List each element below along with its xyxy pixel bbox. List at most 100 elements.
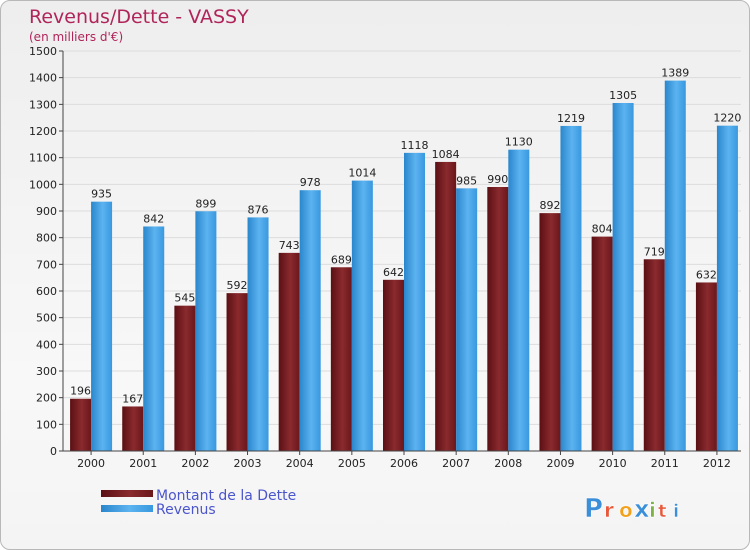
y-axis-ticks: 0 100 200 300 400 500 600 700 800 900 1000 1100 1200… — [29, 45, 63, 458]
logo-letter: o — [619, 498, 633, 522]
y-tick-label: 200 — [36, 392, 57, 405]
chart-title: Revenus/Dette - VASSY — [29, 6, 249, 28]
bar-debt-2006 — [383, 279, 404, 451]
bar-debt-2012 — [695, 282, 717, 451]
logo-letter: i — [649, 498, 656, 522]
y-tick-label: 0 — [50, 445, 57, 458]
x-tick-label: 2002 — [181, 457, 209, 470]
y-tick-label: 900 — [36, 205, 57, 218]
bar-revenus-2009 — [560, 125, 582, 451]
y-tick-label: 700 — [36, 258, 57, 271]
bar-revenus-2000 — [91, 201, 113, 451]
data-label: 978 — [300, 176, 321, 189]
data-label: 196 — [70, 385, 91, 398]
bar-debt-2010 — [591, 236, 613, 451]
data-label: 1118 — [401, 139, 429, 152]
y-tick-label: 1000 — [29, 178, 57, 191]
data-label: 1130 — [505, 136, 533, 149]
bar-revenus-2004 — [299, 190, 321, 451]
legend-swatch-revenus — [101, 505, 153, 512]
bar-debt-2001 — [122, 406, 144, 451]
bar-debt-2009 — [539, 213, 561, 451]
bar-revenus-2012 — [716, 125, 738, 452]
data-labels: 196 935 167 842 545 899 592 876 743 978 689 1014 642… — [70, 67, 741, 406]
x-tick-label: 2003 — [234, 457, 262, 470]
bar-debt-2004 — [278, 252, 300, 451]
y-tick-label: 500 — [36, 312, 57, 325]
y-tick-label: 1400 — [29, 72, 57, 85]
x-tick-label: 2010 — [599, 457, 627, 470]
data-label: 935 — [91, 188, 112, 201]
bar-revenus-2008 — [508, 149, 530, 451]
bar-revenus-2005 — [351, 180, 373, 451]
y-tick-label: 1100 — [29, 152, 57, 165]
legend: Montant de la Dette Revenus — [101, 488, 296, 518]
data-label: 1014 — [348, 167, 376, 180]
data-label: 842 — [143, 212, 164, 225]
legend-label-debt: Montant de la Dette — [156, 488, 296, 504]
y-tick-label: 600 — [36, 285, 57, 298]
data-label: 985 — [456, 174, 477, 187]
y-tick-label: 400 — [36, 338, 57, 351]
bar-debt-2005 — [330, 267, 352, 451]
x-tick-label: 2004 — [286, 457, 314, 470]
data-label: 689 — [331, 253, 352, 266]
logo-letter: i — [673, 501, 679, 522]
bar-debt-2002 — [174, 305, 196, 451]
bar-debt-2007 — [435, 161, 457, 451]
x-tick-label: 2006 — [390, 457, 418, 470]
y-tick-label: 1500 — [29, 45, 57, 58]
bar-revenus-2011 — [664, 80, 686, 451]
x-tick-label: 2011 — [651, 457, 679, 470]
bar-revenus-2003 — [247, 217, 269, 451]
data-label: 892 — [539, 199, 560, 212]
data-label: 1220 — [713, 112, 741, 125]
x-tick-label: 2012 — [703, 457, 731, 470]
data-label: 167 — [122, 392, 143, 405]
logo-letter: P — [584, 494, 603, 524]
data-label: 632 — [696, 268, 717, 281]
data-label: 990 — [487, 173, 508, 186]
x-axis-ticks: 2000 2001 2002 2003 2004 2005 2006 2007 2008 2009… — [77, 451, 731, 470]
x-tick-label: 2007 — [442, 457, 470, 470]
data-label: 876 — [248, 203, 269, 216]
bars — [70, 80, 738, 452]
data-label: 719 — [644, 245, 665, 258]
bar-revenus-2010 — [612, 103, 634, 451]
data-label: 743 — [279, 239, 300, 252]
bar-debt-2003 — [226, 293, 248, 451]
y-tick-label: 1300 — [29, 98, 57, 111]
bar-debt-2000 — [70, 398, 92, 451]
data-label: 899 — [195, 197, 216, 210]
data-label: 804 — [592, 223, 613, 236]
y-tick-label: 1200 — [29, 125, 57, 138]
bar-revenus-2007 — [456, 188, 478, 452]
data-label: 1084 — [432, 148, 460, 161]
data-label: 545 — [174, 292, 195, 305]
y-tick-label: 100 — [36, 418, 57, 431]
data-label: 642 — [383, 266, 404, 279]
data-label: 1219 — [557, 112, 585, 125]
chart-subtitle: (en milliers d'€) — [29, 30, 123, 44]
logo-letter: t — [658, 501, 667, 522]
x-tick-label: 2001 — [129, 457, 157, 470]
bar-debt-2011 — [643, 259, 665, 451]
x-tick-label: 2008 — [494, 457, 522, 470]
data-label: 1305 — [609, 89, 637, 102]
legend-swatch-debt — [101, 490, 153, 497]
data-label: 592 — [227, 279, 248, 292]
bar-debt-2008 — [487, 187, 509, 451]
x-tick-label: 2000 — [77, 457, 105, 470]
bar-revenus-2001 — [143, 226, 165, 451]
y-tick-label: 300 — [36, 365, 57, 378]
y-tick-label: 800 — [36, 232, 57, 245]
legend-label-revenus: Revenus — [156, 502, 216, 518]
logo-letter: x — [634, 495, 650, 523]
logo-letter: r — [604, 498, 614, 522]
x-tick-label: 2009 — [546, 457, 574, 470]
bar-revenus-2002 — [195, 211, 217, 451]
bar-revenus-2006 — [404, 152, 425, 451]
